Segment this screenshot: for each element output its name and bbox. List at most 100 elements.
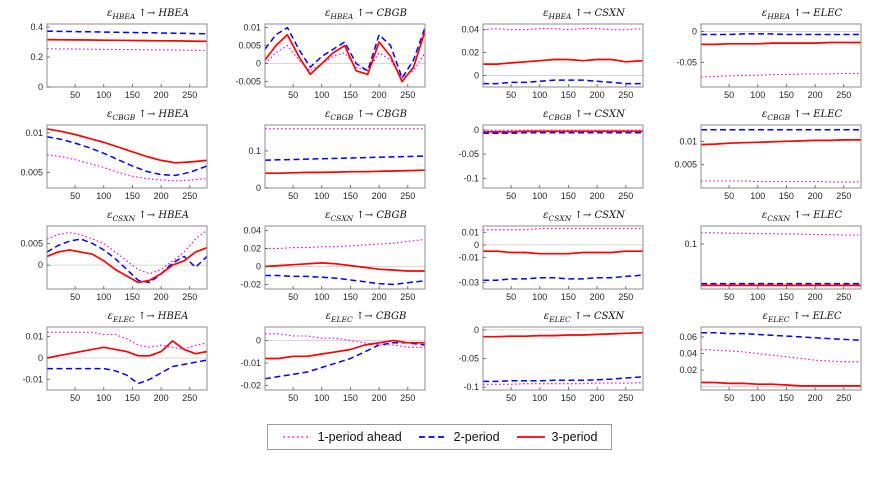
series-line-3-period — [47, 246, 207, 284]
x-tick-label: 100 — [96, 393, 111, 403]
y-tick-label: 0.01 — [243, 23, 261, 33]
y-tick-label: 0.005 — [238, 41, 261, 51]
x-tick-label: 100 — [750, 393, 765, 403]
y-tick-label: 0.04 — [461, 25, 479, 35]
subplot-csxn-to-csxn: εCSXN ↑→ CSXN 50 100 150 200 250 -0.03 -0.01 0 0.… — [441, 208, 659, 309]
axes-box — [46, 326, 208, 391]
x-tick-label: 150 — [779, 393, 794, 403]
response-label: CBGB — [376, 8, 407, 19]
x-tick-label: 200 — [372, 292, 387, 302]
arrow-symbol: ↑→ — [789, 311, 813, 322]
epsilon-symbol: ε — [543, 109, 549, 120]
x-tick-label: 250 — [400, 292, 415, 302]
subplot-elec-to-csxn: εELEC ↑→ CSXN 50 100 150 200 250 -0.1 -0.05 0 — [441, 309, 659, 410]
x-tick-label: 100 — [532, 292, 547, 302]
response-label: ELEC — [813, 109, 843, 120]
y-tick-label: 0.02 — [679, 365, 697, 375]
x-tick-label: 250 — [400, 191, 415, 201]
x-tick-label: 100 — [314, 393, 329, 403]
series-line-3-period — [265, 262, 425, 272]
y-tick-label: 0.1 — [248, 146, 261, 156]
plot-background — [47, 226, 207, 289]
x-tick-label: 250 — [182, 393, 197, 403]
arrow-symbol: ↑→ — [353, 210, 377, 221]
subplot-hbea-to-elec: εHBEA ↑→ ELEC 50 100 150 200 250 -0.05 0 — [659, 6, 877, 107]
shock-label: ELEC — [767, 315, 790, 324]
series-line-2-period — [483, 79, 643, 85]
x-tick-label: 100 — [532, 393, 547, 403]
subplot-title: εELEC ↑→ HBEA — [5, 309, 251, 324]
x-tick-label: 250 — [618, 393, 633, 403]
y-tick-label: 0 — [256, 336, 261, 346]
plot-background — [701, 226, 861, 289]
x-tick-label: 150 — [343, 393, 358, 403]
subplot-title: εCBGB ↑→ CSXN — [441, 107, 687, 122]
x-tick-label: 50 — [70, 393, 80, 403]
plot-background — [47, 327, 207, 390]
y-tick-label: 0.02 — [243, 244, 261, 254]
legend-item-3-period: 3-period — [516, 430, 598, 444]
legend-label: 2-period — [453, 430, 500, 444]
series-line-3-period — [483, 250, 643, 255]
y-tick-label: 0 — [692, 26, 697, 36]
x-tick-label: 100 — [96, 90, 111, 100]
axes-box — [700, 225, 862, 290]
x-tick-label: 200 — [808, 191, 823, 201]
shock-label: HBEA — [330, 12, 354, 21]
arrow-symbol: ↑→ — [571, 210, 595, 221]
subplot-title: εCSXN ↑→ HBEA — [5, 208, 251, 223]
axes-box — [700, 124, 862, 189]
arrow-symbol: ↑→ — [352, 311, 376, 322]
shock-label: CBGB — [330, 113, 354, 122]
subplot-plot: 50 100 150 200 250 -0.1 -0.05 0 — [458, 124, 644, 201]
x-tick-label: 100 — [750, 90, 765, 100]
legend-item-1-period-ahead: 1-period ahead — [282, 430, 402, 444]
x-tick-label: 250 — [400, 393, 415, 403]
y-tick-label: 0 — [474, 71, 479, 81]
x-tick-label: 50 — [70, 292, 80, 302]
subplot-elec-to-cbgb: εELEC ↑→ CBGB 50 100 150 200 250 -0.02 -0.01 0 — [223, 309, 441, 410]
epsilon-symbol: ε — [325, 210, 331, 221]
subplot-title: εELEC ↑→ CSXN — [441, 309, 687, 324]
x-tick-label: 250 — [836, 90, 851, 100]
response-label: HBEA — [157, 311, 189, 322]
legend-label: 1-period ahead — [317, 430, 402, 444]
x-tick-label: 200 — [808, 292, 823, 302]
x-tick-label: 100 — [750, 292, 765, 302]
subplot-plot: 50 100 150 200 250 -0.03 -0.01 0 0.01 — [458, 225, 644, 302]
arrow-symbol: ↑→ — [134, 311, 158, 322]
axes-box — [264, 326, 426, 391]
arrow-symbol: ↑→ — [135, 8, 159, 19]
x-tick-label: 100 — [532, 90, 547, 100]
epsilon-symbol: ε — [325, 311, 332, 322]
arrow-symbol: ↑→ — [571, 109, 595, 120]
y-tick-label: 0.005 — [20, 167, 43, 177]
x-tick-label: 100 — [314, 90, 329, 100]
epsilon-symbol: ε — [762, 311, 768, 322]
epsilon-symbol: ε — [106, 8, 113, 19]
subplot-title: εCBGB ↑→ HBEA — [5, 107, 251, 122]
shock-label: CSXN — [112, 214, 136, 223]
subplot-plot: 50 100 150 200 250 -0.01 0 0.01 — [22, 326, 208, 403]
arrow-symbol: ↑→ — [790, 8, 814, 19]
subplot-plot: 50 100 150 200 250 0 0.02 0.04 — [461, 23, 644, 100]
subplot-title: εHBEA ↑→ CBGB — [223, 6, 469, 21]
series-line-2-period — [483, 274, 643, 281]
series-line-3-period — [701, 41, 861, 46]
subplot-plot: 50 100 150 200 250 0.02 0.04 0.06 — [679, 326, 862, 403]
epsilon-symbol: ε — [325, 8, 331, 19]
series-line-3-period — [483, 58, 643, 65]
series-line-2-period — [265, 26, 425, 79]
x-tick-label: 200 — [590, 393, 605, 403]
y-tick-label: 0.01 — [679, 136, 697, 146]
x-tick-label: 250 — [182, 292, 197, 302]
subplot-title: εCSXN ↑→ CBGB — [223, 208, 469, 223]
response-label: ELEC — [812, 311, 842, 322]
y-tick-label: 0.01 — [25, 128, 43, 138]
x-tick-label: 250 — [618, 90, 633, 100]
epsilon-symbol: ε — [107, 109, 113, 120]
legend-label: 3-period — [551, 430, 598, 444]
x-tick-label: 250 — [836, 393, 851, 403]
response-label: ELEC — [813, 210, 843, 221]
x-tick-label: 100 — [532, 191, 547, 201]
